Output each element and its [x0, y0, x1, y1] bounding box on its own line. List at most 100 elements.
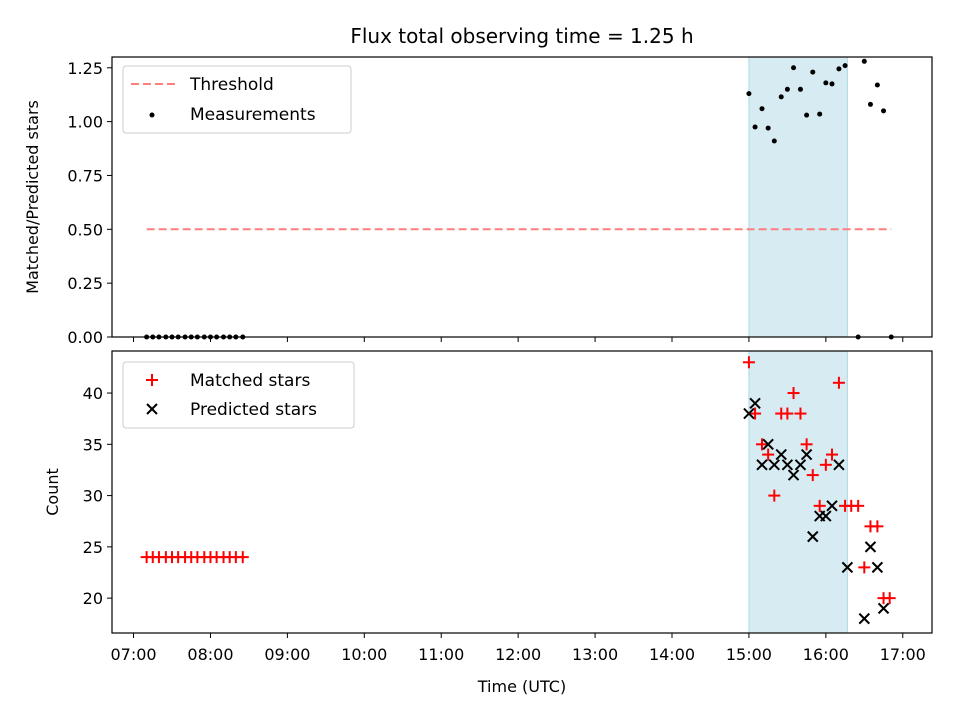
measurement-point [765, 125, 771, 131]
matched-star-point [762, 448, 775, 461]
measurement-point [842, 63, 848, 69]
predicted-star-point [800, 448, 813, 461]
x-tick-label: 11:00 [418, 645, 464, 664]
legend-measurements-swatch [149, 112, 155, 118]
predicted-star-point [787, 469, 800, 481]
measurement-point [829, 81, 835, 87]
observing-span [748, 56, 848, 338]
measurement-point [797, 86, 803, 92]
measurement-point [784, 86, 790, 92]
predicted-star-point [756, 459, 768, 471]
matched-star-point [742, 356, 755, 369]
measurement-point [791, 65, 797, 71]
predicted-star-point [826, 500, 838, 512]
matched-star-point [819, 458, 832, 471]
predicted-star-d2 [858, 612, 871, 625]
predicted-star-point [841, 561, 854, 574]
predicted-star-point [743, 407, 755, 420]
bottom-x-axis-label: Time (UTC) [477, 677, 566, 696]
y-tick-label: 1.00 [67, 113, 103, 132]
matched-star-point [781, 407, 794, 420]
matched-star-point [852, 499, 865, 512]
top-shaded-span [748, 56, 848, 338]
measurement-point [778, 94, 784, 100]
bottom-shaded-span [748, 350, 848, 634]
x-tick-label: 07:00 [110, 645, 156, 664]
matched-star-point [800, 438, 813, 451]
y-tick-label: 20 [83, 589, 103, 608]
bottom-x-ticks: 07:00 08:00 09:00 10:00 11:00 12:00 13:00 14:00… [110, 633, 926, 664]
matched-star-point [806, 469, 819, 482]
top-y-axis-label: Matched/Predicted stars [23, 100, 42, 294]
measurement-point [817, 111, 823, 117]
matched-star-point [832, 376, 845, 389]
matched-star-point [768, 489, 781, 502]
predicted-star-d2 [749, 397, 761, 410]
predicted-star-d2 [877, 602, 890, 615]
predicted-star-d2 [864, 541, 877, 553]
predicted-star-point [877, 602, 890, 615]
measurement-point [746, 91, 752, 97]
x-tick-label: 10:00 [341, 645, 387, 664]
x-tick-label: 16:00 [803, 645, 849, 664]
predicted-star-d2 [787, 469, 800, 481]
top-legend-box [122, 65, 352, 134]
top-axes-frame [111, 56, 933, 338]
predicted-star-point [858, 612, 871, 625]
x-tick-label: 09:00 [264, 645, 310, 664]
matched-star-point [858, 561, 871, 574]
predicted-star-d2 [781, 459, 794, 471]
figure-title: Flux total observing time = 1.25 h [350, 24, 693, 48]
predicted-star-d2 [841, 561, 854, 574]
measurement-point [804, 112, 810, 118]
bottom-y-ticks: 20 25 30 35 40 [83, 384, 112, 608]
bottom-legend-box [122, 361, 355, 429]
predicted-star-point [820, 510, 832, 522]
matched-stars-points [140, 356, 896, 605]
predicted-star-point [833, 459, 845, 471]
predicted-star-d2 [826, 500, 838, 512]
legend-predicted-label: Predicted stars [190, 400, 317, 420]
predicted-star-d2 [807, 530, 819, 543]
predicted-star-point [864, 541, 877, 553]
predicted-star-d2 [762, 438, 774, 451]
measurement-point [771, 138, 777, 144]
predicted-star-point [807, 530, 819, 543]
x-tick-label: 15:00 [726, 645, 772, 664]
bottom-axes-frame [111, 350, 933, 634]
y-tick-label: 25 [83, 538, 103, 557]
x-tick-label: 17:00 [880, 645, 926, 664]
measurement-point [874, 82, 880, 88]
bottom-panel: 07:00 08:00 09:00 10:00 11:00 12:00 13:00 14:00… [43, 350, 933, 696]
top-legend: Threshold Measurements [122, 65, 352, 134]
matched-star-point [883, 592, 896, 605]
predicted-star-d2 [833, 459, 845, 471]
predicted-star-point [794, 459, 807, 471]
y-tick-label: 1.25 [67, 59, 103, 78]
x-tick-label: 08:00 [187, 645, 233, 664]
measurement-point [881, 108, 887, 114]
predicted-star-d2 [800, 448, 813, 461]
x-tick-label: 14:00 [649, 645, 695, 664]
matched-star-point [236, 551, 249, 564]
matched-star-point [756, 438, 768, 451]
measurement-point [836, 66, 842, 72]
predicted-star-point [775, 448, 787, 461]
matched-star-point [871, 520, 884, 533]
y-tick-label: 0.75 [67, 166, 103, 185]
predicted-star-point [768, 459, 781, 471]
y-tick-label: 30 [83, 487, 103, 506]
y-tick-label: 35 [83, 435, 103, 454]
bottom-y-axis-label: Count [43, 468, 62, 516]
predicted-star-point [762, 438, 774, 451]
matched-star-point [813, 499, 826, 512]
predicted-star-d2 [794, 459, 807, 471]
predicted-star-point [781, 459, 794, 471]
predicted-star-d2 [871, 561, 884, 574]
matched-star-point [787, 387, 800, 400]
matched-star-point [794, 407, 807, 420]
measurement-point [823, 80, 829, 86]
y-tick-label: 0.00 [67, 328, 103, 347]
top-x-ticks [133, 337, 904, 342]
